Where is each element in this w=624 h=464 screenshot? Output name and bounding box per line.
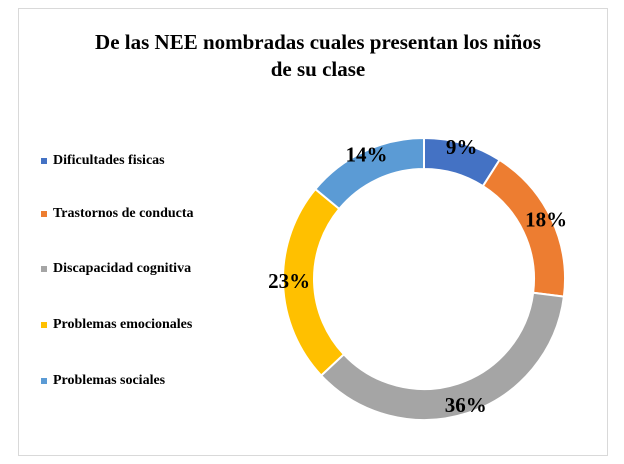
legend-label: Problemas emocionales xyxy=(53,317,193,332)
data-label: 14% xyxy=(346,143,388,167)
legend-item: Discapacidad cognitiva xyxy=(41,259,223,278)
donut-segment xyxy=(313,136,425,211)
legend-swatch xyxy=(41,266,47,272)
data-label: 36% xyxy=(445,393,487,417)
legend-label: Trastornos de conducta xyxy=(53,206,194,221)
data-label: 23% xyxy=(268,269,310,293)
legend-swatch xyxy=(41,322,47,328)
legend-swatch xyxy=(41,158,47,164)
legend-swatch xyxy=(41,378,47,384)
donut-segment xyxy=(319,291,566,421)
data-label: 9% xyxy=(446,135,478,159)
legend-label: Dificultades fisicas xyxy=(53,153,165,168)
legend-item: Problemas emocionales xyxy=(41,315,223,334)
legend-item: Dificultades fisicas xyxy=(41,151,223,170)
chart: 9% 18% 36% 23% 14% xyxy=(268,135,567,421)
legend-label: Discapacidad cognitiva xyxy=(53,261,192,276)
chart-title: De las NEE nombradas cuales presentan lo… xyxy=(95,30,541,81)
legend-item: Trastornos de conducta xyxy=(41,204,223,223)
data-label: 18% xyxy=(525,207,567,231)
legend-label: Problemas sociales xyxy=(53,373,166,388)
chart-frame: De las NEE nombradas cuales presentan lo… xyxy=(18,8,608,456)
legend-item: Problemas sociales xyxy=(41,371,223,390)
legend-swatch xyxy=(41,211,47,217)
